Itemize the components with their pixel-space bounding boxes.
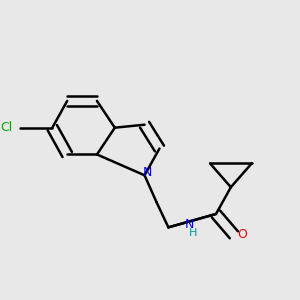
- Text: O: O: [237, 228, 247, 241]
- Text: N: N: [142, 167, 152, 179]
- Text: Cl: Cl: [0, 121, 12, 134]
- Text: H: H: [189, 228, 197, 238]
- Text: N: N: [185, 218, 194, 231]
